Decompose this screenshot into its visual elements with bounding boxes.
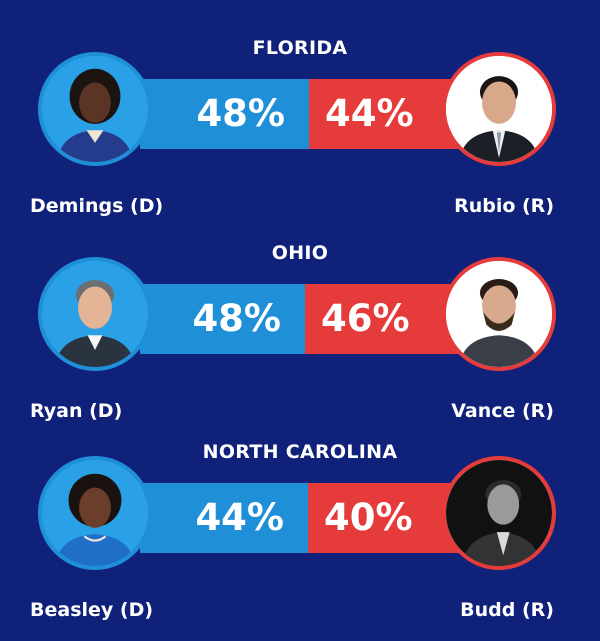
candidate-photo-vance [442,257,556,371]
person-portrait-icon [446,56,552,162]
person-portrait-icon [42,56,148,162]
candidate-name-dem: Ryan (D) [30,400,123,422]
race-florida: FLORIDA 48% 44% [0,37,600,237]
state-title: NORTH CAROLINA [202,441,398,463]
candidate-photo-budd [442,456,556,570]
candidate-photo-rubio [442,52,556,166]
rep-bar [305,284,462,354]
candidate-photo-ryan [38,257,152,371]
race-north-carolina: NORTH CAROLINA 44% 40% [0,441,600,641]
person-portrait-icon [42,261,148,367]
bar-track: 48% 46% [140,284,462,354]
rep-percent-label: 40% [324,496,413,539]
dem-percent-label: 44% [195,496,284,539]
candidate-photo-beasley [38,456,152,570]
person-portrait-icon [446,460,552,566]
person-portrait-icon [446,261,552,367]
candidate-photo-demings [38,52,152,166]
dem-bar [140,483,308,553]
dem-bar [140,79,309,149]
bar-track: 44% 40% [140,483,462,553]
rep-percent-label: 44% [325,92,414,135]
candidate-name-rep: Budd (R) [460,599,554,621]
state-title: FLORIDA [252,37,348,59]
bar-track: 48% 44% [140,79,462,149]
rep-percent-label: 46% [321,297,410,340]
candidate-name-dem: Demings (D) [30,195,164,217]
person-portrait-icon [42,460,148,566]
rep-bar [309,79,462,149]
dem-percent-label: 48% [196,92,285,135]
rep-bar [308,483,462,553]
dem-bar [140,284,305,354]
candidate-name-rep: Rubio (R) [454,195,554,217]
candidate-name-rep: Vance (R) [451,400,554,422]
dem-percent-label: 48% [192,297,281,340]
candidate-name-dem: Beasley (D) [30,599,154,621]
state-title: OHIO [271,242,329,264]
race-ohio: OHIO 48% 46% Ryan (D) [0,242,600,442]
